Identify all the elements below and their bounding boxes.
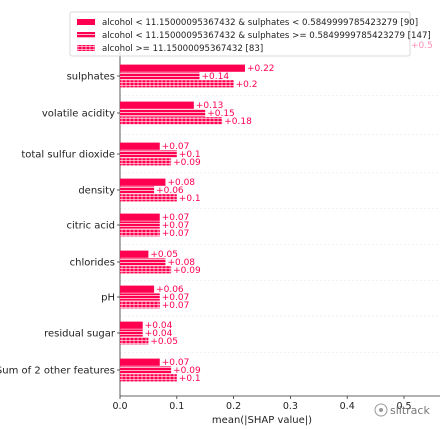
legend-swatch <box>77 32 95 38</box>
legend-label: alcohol < 11.15000095367432 & sulphates … <box>102 31 431 41</box>
category-label: residual sugar <box>44 329 116 340</box>
bar-hatch <box>120 72 200 80</box>
value-label: +0.06 <box>156 285 184 295</box>
bar-grid <box>120 194 177 202</box>
bar-solid <box>120 142 160 150</box>
bar-hatch <box>120 366 172 374</box>
bar-grid <box>120 301 160 309</box>
bar-grid <box>120 229 160 237</box>
value-label: +0.07 <box>162 221 190 231</box>
watermark-logo-icon <box>374 403 388 417</box>
category-label: sulphates <box>67 72 115 83</box>
bar-grid <box>120 374 177 382</box>
x-tick-label: 0.3 <box>283 401 298 412</box>
value-label: +0.07 <box>162 293 190 303</box>
value-label: +0.1 <box>179 150 201 160</box>
value-label: +0.07 <box>162 229 190 239</box>
bar-solid <box>120 250 149 258</box>
bar-hatch <box>120 329 143 337</box>
value-label: +0.07 <box>162 358 190 368</box>
legend-swatch <box>77 45 95 51</box>
watermark-text: slitrack <box>390 404 430 417</box>
bar-hatch <box>120 186 155 194</box>
x-tick-label: 0.1 <box>169 401 184 412</box>
bar-grid <box>120 158 172 166</box>
bar-solid <box>120 358 160 366</box>
legend-swatch <box>77 19 95 25</box>
value-label: +0.04 <box>145 329 173 339</box>
category-label: Sum of 2 other features <box>0 366 115 377</box>
legend-box <box>69 11 411 57</box>
value-label: +0.14 <box>202 72 230 82</box>
x-axis-title: mean(|SHAP value|) <box>212 415 312 426</box>
value-label: +0.09 <box>173 366 201 376</box>
bar-hatch <box>120 150 177 158</box>
bar-solid <box>120 213 160 221</box>
watermark: slitrack <box>374 403 430 417</box>
value-label: +0.07 <box>162 301 190 311</box>
value-label: +0.22 <box>247 64 275 74</box>
bar-solid <box>120 321 143 329</box>
category-label: density <box>78 186 115 197</box>
legend-label: alcohol < 11.15000095367432 & sulphates … <box>102 18 418 28</box>
value-label: +0.05 <box>150 250 178 260</box>
value-label: +0.15 <box>207 109 235 119</box>
category-label: chlorides <box>70 258 115 269</box>
value-label: +0.2 <box>236 80 258 90</box>
value-label: +0.1 <box>179 374 201 384</box>
bar-grid <box>120 117 223 125</box>
value-label: +0.04 <box>145 321 173 331</box>
value-label: +0.13 <box>196 101 224 111</box>
category-label: pH <box>101 293 115 304</box>
x-tick-label: 0.5 <box>396 401 411 412</box>
value-label: +0.05 <box>150 337 178 347</box>
category-label: total sulfur dioxide <box>21 150 115 161</box>
watermark-logo-dot-icon <box>379 408 383 412</box>
bar-hatch <box>120 221 160 229</box>
value-label: +0.1 <box>179 194 201 204</box>
x-tick-label: 0.4 <box>340 401 355 412</box>
value-label: +0.06 <box>156 186 184 196</box>
bar-hatch <box>120 109 206 117</box>
bar-grid <box>120 80 234 88</box>
bar-grid <box>120 337 149 345</box>
value-label: +0.18 <box>224 117 252 127</box>
category-label: citric acid <box>66 221 115 232</box>
value-label: +0.08 <box>167 178 195 188</box>
value-label: +0.09 <box>173 158 201 168</box>
x-tick-label: 0.0 <box>112 401 127 412</box>
bar-solid <box>120 101 194 109</box>
value-label: +0.08 <box>167 258 195 268</box>
plot-area: 0.0 0.1 0.2 0.3 0.4 0.5 mean(|SHAP value|) sulp… <box>0 52 440 426</box>
value-label: +0.07 <box>162 213 190 223</box>
x-tick-label: 0.2 <box>226 401 241 412</box>
value-label: +0.07 <box>162 142 190 152</box>
bar-solid <box>120 285 155 293</box>
legend: alcohol < 11.15000095367432 & sulphates … <box>69 11 433 57</box>
bar-hatch <box>120 258 166 266</box>
bar-solid <box>120 178 166 186</box>
bar-solid <box>120 64 245 72</box>
value-label: +0.09 <box>173 266 201 276</box>
overlapped-value-label: +0.5 <box>411 41 433 51</box>
bar-hatch <box>120 293 160 301</box>
category-label: volatile acidity <box>42 109 115 120</box>
bar-grid <box>120 266 172 274</box>
legend-label: alcohol >= 11.15000095367432 [83] <box>102 44 263 54</box>
